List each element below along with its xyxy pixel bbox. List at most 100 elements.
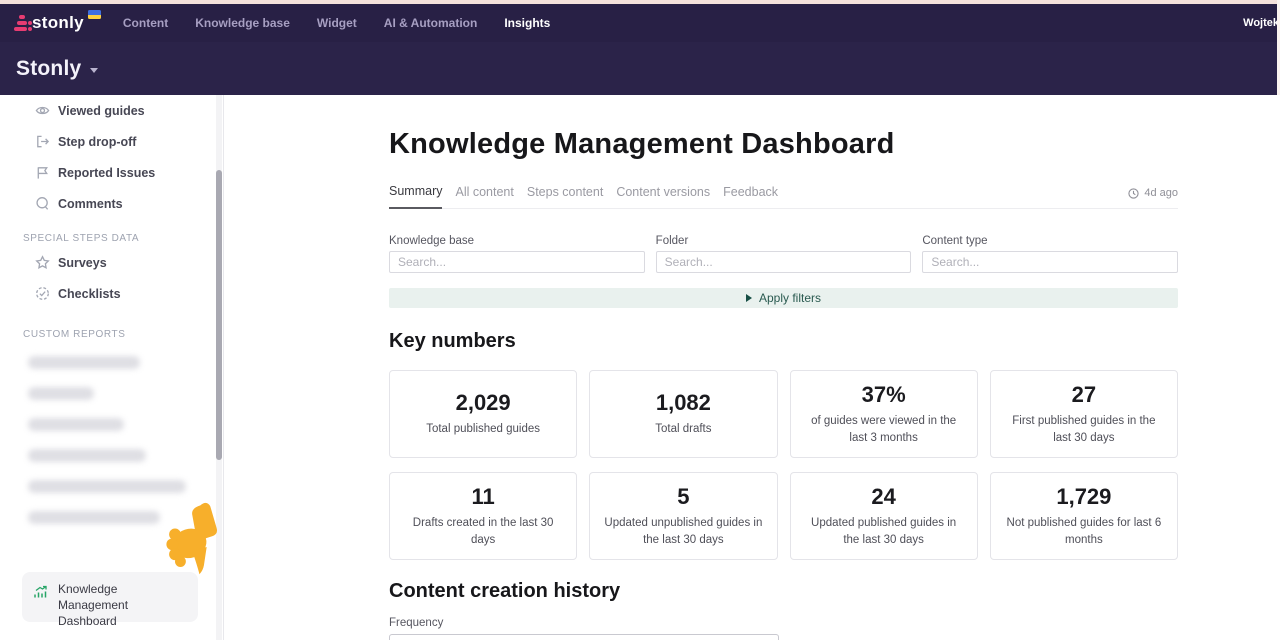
nav-item-ai-automation[interactable]: AI & Automation — [383, 16, 478, 30]
redacted-report-item[interactable] — [28, 480, 186, 493]
window-right-strip — [1277, 0, 1280, 95]
stat-value: 2,029 — [455, 390, 511, 416]
key-numbers-heading: Key numbers — [389, 330, 516, 352]
redacted-report-item[interactable] — [28, 449, 146, 462]
report-tabs: Summary All content Steps content Conten… — [389, 184, 1178, 209]
content-type-search-input[interactable] — [922, 251, 1179, 273]
tab-all-content[interactable]: All content — [455, 185, 514, 199]
page-title: Knowledge Management Dashboard — [389, 128, 895, 160]
sidebar-item-label: Comments — [58, 196, 123, 211]
frequency-label: Frequency — [389, 617, 444, 629]
redacted-custom-reports-list — [28, 356, 223, 524]
filter-folder: Folder — [655, 235, 912, 273]
chevron-down-icon — [90, 68, 99, 73]
ukraine-flag-icon — [87, 10, 101, 19]
stat-card-total-drafts: 1,082 Total drafts — [589, 370, 778, 458]
workspace-switcher[interactable]: Stonly — [16, 56, 82, 80]
main-content: Knowledge Management Dashboard Summary A… — [224, 95, 1280, 640]
page-body: Viewed guides Step drop-off Reported Iss… — [0, 95, 1280, 640]
nav-item-widget[interactable]: Widget — [316, 16, 357, 30]
sidebar-scrollbar-thumb[interactable] — [216, 170, 222, 460]
chart-growth-icon — [34, 585, 47, 598]
tab-feedback[interactable]: Feedback — [723, 185, 779, 199]
brand-name: stonly — [32, 13, 84, 32]
content-creation-history-heading: Content creation history — [389, 580, 621, 602]
stat-card-total-published-guides: 2,029 Total published guides — [389, 370, 578, 458]
stat-value: 11 — [471, 483, 495, 509]
step-out-icon — [37, 135, 50, 148]
stat-card-updated-unpublished: 5 Updated unpublished guides in the last… — [589, 472, 778, 560]
stat-label: Total published guides — [426, 423, 541, 436]
sidebar-item-step-drop-off[interactable]: Step drop-off — [0, 126, 223, 157]
sidebar-item-reported-issues[interactable]: Reported Issues — [0, 157, 223, 188]
sidebar-item-label: Reported Issues — [58, 165, 156, 180]
stonly-logo-icon — [12, 13, 32, 33]
stat-value: 5 — [677, 483, 690, 509]
stat-value: 24 — [871, 483, 896, 509]
filter-label: Knowledge base — [389, 235, 475, 247]
apply-filters-label: Apply filters — [758, 291, 822, 305]
sidebar-item-label: Step drop-off — [58, 134, 137, 149]
sidebar-item-label: Viewed guides — [58, 103, 145, 118]
redacted-report-item[interactable] — [28, 418, 124, 431]
stat-value: 37% — [861, 381, 906, 407]
key-numbers-grid: 2,029 Total published guides 1,082 Total… — [389, 370, 1178, 560]
tab-steps-content[interactable]: Steps content — [526, 185, 604, 199]
sidebar-item-knowledge-management-dashboard[interactable]: Knowledge Management Dashboard — [22, 572, 198, 629]
stat-label: Updated unpublished guides in the last 3… — [604, 516, 763, 546]
primary-nav: Content Knowledge base Widget AI & Autom… — [123, 16, 550, 30]
stonly-logo[interactable]: stonly — [12, 10, 101, 35]
nav-item-content[interactable]: Content — [122, 16, 169, 30]
sidebar-item-label: Knowledge Management Dashboard — [58, 582, 129, 629]
nav-item-insights[interactable]: Insights — [504, 16, 551, 30]
sidebar-item-viewed-guides[interactable]: Viewed guides — [0, 95, 223, 126]
star-icon — [35, 255, 50, 269]
stat-label: First published guides in the last 30 da… — [1012, 414, 1156, 444]
stat-card-viewed-percentage: 37% of guides were viewed in the last 3 … — [789, 370, 978, 458]
stat-label: Drafts created in the last 30 days — [412, 516, 554, 546]
sidebar-item-label: Checklists — [58, 286, 121, 301]
play-triangle-icon — [745, 294, 752, 302]
stat-label: Updated published guides in the last 30 … — [811, 516, 957, 546]
check-circle-icon — [36, 287, 49, 300]
tab-summary[interactable]: Summary — [389, 184, 443, 209]
user-menu[interactable]: Wojtek K — [1243, 17, 1280, 29]
redacted-report-item[interactable] — [28, 511, 160, 524]
nav-item-knowledge-base[interactable]: Knowledge base — [195, 16, 290, 30]
sidebar-item-label: Surveys — [58, 255, 107, 270]
stat-card-first-published: 27 First published guides in the last 30… — [989, 370, 1178, 458]
apply-filters-button[interactable]: Apply filters — [389, 288, 1178, 308]
clock-icon — [1128, 187, 1139, 199]
filter-content-type: Content type — [922, 235, 1179, 273]
comment-icon — [36, 197, 49, 210]
flag-icon — [37, 167, 48, 179]
tab-content-versions[interactable]: Content versions — [616, 185, 711, 199]
stat-value: 1,082 — [655, 390, 711, 416]
eye-icon — [35, 106, 50, 115]
folder-search-input[interactable] — [655, 251, 912, 273]
knowledge-base-search-input[interactable] — [389, 251, 645, 273]
sidebar-item-comments[interactable]: Comments — [0, 188, 223, 219]
filters-row: Knowledge base Folder Content type — [389, 235, 1179, 273]
top-navbar: stonly Content Knowledge base Widget AI … — [0, 4, 1280, 42]
stat-card-updated-published: 24 Updated published guides in the last … — [789, 472, 978, 560]
sidebar-item-checklists[interactable]: Checklists — [0, 278, 223, 309]
sidebar-item-surveys[interactable]: Surveys — [0, 247, 223, 278]
frequency-select[interactable]: Monthly — [389, 634, 779, 640]
stat-card-not-published: 1,729 Not published guides for last 6 mo… — [989, 472, 1178, 560]
stat-card-drafts-created: 11 Drafts created in the last 30 days — [389, 472, 578, 560]
last-updated: 4d ago — [1128, 187, 1178, 208]
filter-label: Content type — [922, 235, 988, 247]
insights-sidebar: Viewed guides Step drop-off Reported Iss… — [0, 95, 224, 640]
workspace-bar: Stonly — [0, 42, 1280, 95]
stat-value: 27 — [1071, 381, 1097, 407]
stat-label: Not published guides for last 6 months — [1006, 516, 1162, 546]
window-top-strip — [0, 0, 1280, 4]
filter-label: Folder — [655, 235, 689, 247]
stat-label: of guides were viewed in the last 3 mont… — [811, 414, 957, 444]
redacted-report-item[interactable] — [28, 387, 94, 400]
stat-value: 1,729 — [1056, 483, 1112, 509]
last-updated-text: 4d ago — [1144, 187, 1178, 199]
redacted-report-item[interactable] — [28, 356, 140, 369]
